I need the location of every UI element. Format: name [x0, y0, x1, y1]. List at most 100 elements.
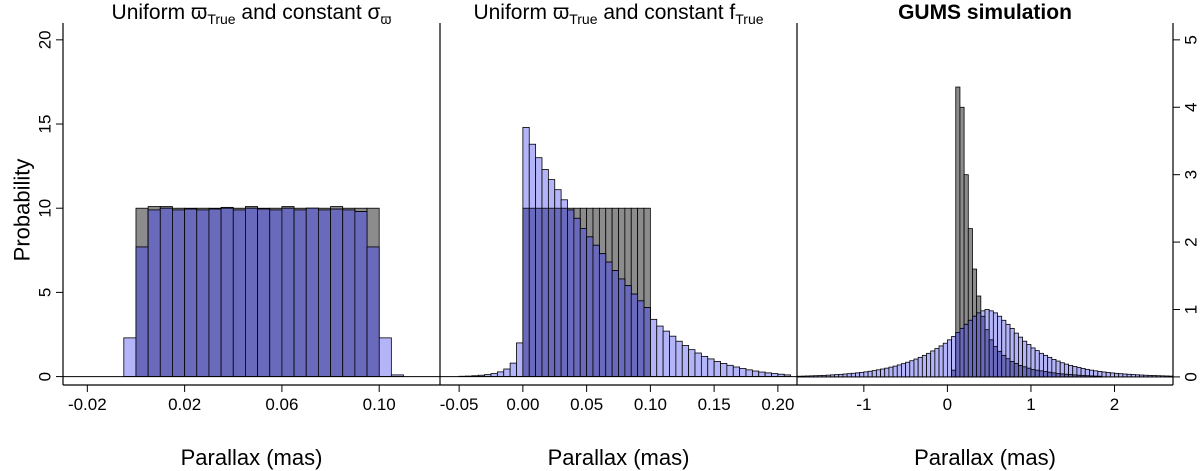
x-tick-label: 0.20 — [761, 395, 794, 414]
light-bar — [921, 354, 927, 378]
right-tick-label: 4 — [1182, 103, 1200, 112]
panel-1: -0.02 0.02 0.06 0.10 Parallax (mas) 0 5 10 15 20 U… — [36, 1, 440, 470]
title-text: and constant f — [598, 1, 736, 24]
overlap-bar — [528, 207, 537, 377]
light-bar — [859, 371, 865, 378]
light-bar — [669, 335, 677, 377]
overlap-bar — [535, 207, 543, 377]
overlap-bar — [1047, 371, 1053, 378]
overlap-bar — [159, 207, 173, 377]
overlap-bar — [997, 350, 1003, 378]
overlap-bar — [330, 208, 344, 377]
overlap-bar — [293, 209, 307, 377]
light-bar — [516, 342, 524, 377]
right-tick-label: 3 — [1182, 170, 1200, 179]
overlap-bar — [637, 300, 645, 377]
overlap-bar — [208, 208, 222, 377]
overlap-bar — [984, 329, 990, 378]
overlap-bar — [988, 339, 994, 378]
y-tick-label: 5 — [36, 288, 55, 297]
y-tick-label: 0 — [36, 372, 55, 381]
light-bar — [720, 363, 728, 377]
light-bar — [913, 358, 919, 378]
light-bar — [662, 330, 670, 377]
y-axis-label: Probability — [10, 159, 35, 262]
overlap-bar — [541, 207, 549, 377]
overlap-bar — [354, 211, 368, 377]
overlap-bar — [220, 207, 234, 377]
overlap-bar — [547, 207, 556, 377]
overlap-bar — [1026, 367, 1032, 378]
overlap-bar — [630, 293, 639, 377]
light-bar — [942, 342, 948, 378]
title-subscript: True — [207, 11, 235, 27]
overlap-bar — [184, 208, 198, 377]
light-bar — [675, 340, 683, 377]
light-bar — [700, 355, 709, 377]
title-subscript: ϖ — [381, 11, 392, 27]
light-bar — [905, 361, 911, 378]
light-bar — [726, 364, 734, 377]
overlap-bar — [1034, 369, 1040, 378]
light-bar — [503, 368, 511, 377]
light-bar — [1101, 371, 1107, 378]
x-tick-label: 0.15 — [698, 395, 731, 414]
right-tick-label: 5 — [1182, 35, 1200, 44]
x-tick-label: -0.05 — [440, 395, 479, 414]
overlap-bar — [317, 209, 331, 377]
light-bar — [896, 364, 902, 378]
overlap-bar — [959, 327, 965, 378]
overlap-bar — [1009, 361, 1015, 378]
overlap-bar — [618, 278, 626, 377]
title-text: Uniform — [112, 1, 191, 24]
panel-3: -1 0 1 2 Parallax (mas) 0 1 2 3 4 5 GUMS simulation — [797, 1, 1200, 470]
light-bar — [732, 366, 741, 377]
overlap-bar — [269, 209, 283, 377]
overlap-bar — [147, 209, 161, 377]
light-bar — [938, 345, 944, 378]
x-tick-label: 2 — [1110, 395, 1119, 414]
overlap-bar — [1030, 369, 1036, 378]
x-tick-label: -1 — [856, 395, 871, 414]
right-tick-label: 1 — [1182, 305, 1200, 314]
overlap-bar — [1055, 373, 1061, 378]
overlap-bar — [598, 253, 607, 377]
title-subscript: True — [735, 11, 763, 27]
title-symbol: σ — [368, 1, 381, 24]
y-tick-label: 10 — [36, 199, 55, 218]
overlap-bar — [980, 315, 986, 378]
x-axis-label: Parallax (mas) — [548, 445, 690, 470]
overlap-bar — [342, 209, 356, 377]
x-tick-label: 0 — [943, 395, 952, 414]
light-bar — [892, 365, 898, 378]
bars-group — [458, 126, 792, 377]
x-tick-label: 0.10 — [363, 395, 396, 414]
light-bar — [917, 356, 923, 378]
overlap-bar — [955, 332, 961, 378]
overlap-bar — [1022, 366, 1028, 378]
overlap-bar — [1005, 358, 1011, 378]
y-tick-label: 20 — [36, 30, 55, 49]
light-bar — [1109, 372, 1115, 378]
title-symbol: ϖ — [191, 1, 207, 24]
overlap-bar — [305, 207, 319, 377]
x-tick-label: 0.06 — [265, 395, 298, 414]
overlap-bar — [232, 209, 246, 377]
light-bar — [378, 337, 392, 377]
light-bar — [850, 372, 856, 378]
light-bar — [934, 348, 940, 378]
overlap-bar — [992, 346, 998, 378]
title-symbol: ϖ — [553, 1, 569, 24]
light-bar — [880, 368, 886, 378]
light-bar — [884, 367, 890, 378]
x-tick-label: 0.10 — [634, 395, 667, 414]
overlap-bar — [586, 236, 594, 377]
light-bar — [909, 360, 915, 378]
panel-2: -0.05 0.00 0.05 0.10 0.15 0.20 Parallax (mas) U… — [440, 1, 797, 470]
overlap-bar — [1038, 370, 1044, 378]
light-bar — [681, 345, 690, 377]
overlap-bar — [172, 209, 186, 377]
bars-group — [797, 86, 1173, 378]
panel-title: Uniform ϖTrue and constant fTrue — [473, 1, 763, 27]
